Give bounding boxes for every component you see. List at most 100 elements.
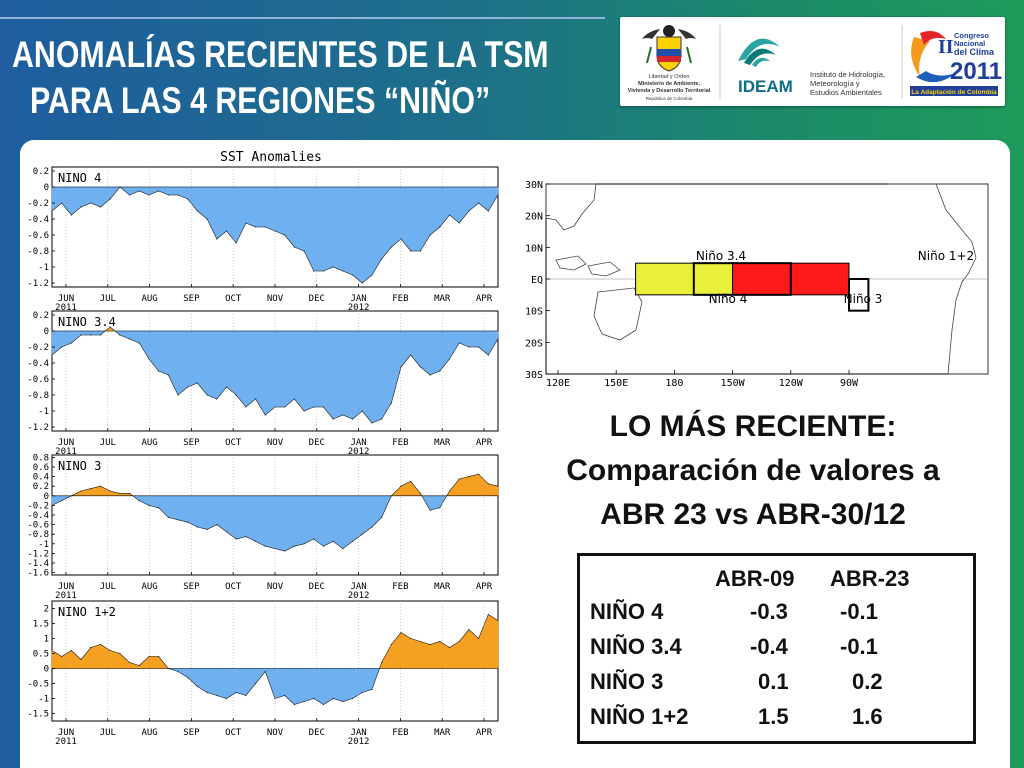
x-tick-label: DEC	[309, 438, 325, 448]
value-abr09: 0.1	[758, 669, 789, 694]
series-line	[51, 614, 499, 705]
sst-chart-1: 0.2 0 -0.2 -0.4 -0.6 -0.8 -1 -1.2 JUN JUL AUG SEP OC…	[28, 166, 499, 313]
y-tick-label: -0.8	[28, 391, 49, 401]
nino-3-label: Niño 3	[844, 292, 883, 306]
land-outline	[587, 261, 621, 277]
lat-label: 20N	[525, 212, 543, 223]
y-tick-label: -0.4	[28, 359, 49, 369]
ideam-logo-icon	[738, 38, 780, 67]
value-abr23: 0.2	[852, 669, 883, 694]
y-tick-label: 0.2	[33, 167, 49, 177]
x-tick-label: MAR	[434, 294, 451, 304]
y-tick-label: -1.5	[28, 710, 49, 720]
logos-banner: Libertad y Orden Ministerio de Ambiente,…	[620, 17, 1005, 106]
nino-3-4-label: Niño 3.4	[696, 249, 746, 263]
land-outline	[545, 183, 597, 231]
x-tick-label: MAR	[434, 438, 451, 448]
y-tick-label: 2	[44, 605, 49, 615]
year-label: 2011	[55, 447, 77, 457]
x-tick-label: APR	[476, 294, 493, 304]
x-tick-label: JUN	[58, 582, 74, 592]
ministerio-line4: República de Colombia	[646, 96, 693, 101]
x-tick-label: APR	[476, 438, 493, 448]
x-tick-label: DEC	[309, 582, 325, 592]
congreso-line3: del Clima	[954, 47, 995, 57]
x-tick-label: OCT	[225, 728, 242, 738]
x-tick-label: JUL	[100, 294, 116, 304]
y-tick-label: -0.5	[28, 680, 49, 690]
x-tick-label: APR	[476, 728, 493, 738]
recent-comparison-text: LO MÁS RECIENTE: Comparación de valores …	[518, 405, 988, 537]
y-tick-label: -1	[38, 695, 49, 705]
lat-label: 20S	[525, 338, 543, 349]
region-name: NIÑO 1+2	[590, 704, 689, 729]
x-tick-label: NOV	[267, 438, 284, 448]
chart-title: SST Anomalies	[220, 150, 322, 165]
y-tick-label: 0.6	[33, 463, 49, 473]
x-tick-label: OCT	[225, 294, 242, 304]
nino-3-4-region	[692, 262, 792, 296]
x-tick-label: JUN	[58, 438, 74, 448]
lat-label: 30N	[525, 180, 543, 191]
values-table: ABR-09 ABR-23 NIÑO 4 -0.3 -0.1 NIÑO 3.4 …	[577, 553, 976, 744]
y-tick-label: -1.6	[28, 569, 49, 579]
x-tick-label: JAN	[350, 438, 366, 448]
title-line-2: PARA LAS 4 REGIONES “NIÑO”	[29, 80, 491, 121]
coat-of-arms-icon	[642, 25, 696, 72]
congreso-logo-icon	[911, 31, 956, 83]
ministerio-line1: Libertad y Orden	[649, 74, 690, 80]
nino-4-region	[635, 262, 734, 296]
sst-anomaly-charts: SST Anomalies0.20-0.2-0.4-0.6-0.8-1-1.2J…	[28, 150, 499, 747]
recent-line-3: ABR 23 vs ABR-30/12	[600, 498, 906, 531]
y-tick-label: -1.4	[28, 559, 49, 569]
congreso-line1: Congreso	[954, 31, 989, 40]
x-tick-label: JUL	[100, 582, 116, 592]
y-tick-label: 0	[44, 492, 49, 502]
x-tick-label: AUG	[141, 582, 157, 592]
y-tick-label: -0.6	[28, 521, 49, 531]
year-label: 2012	[348, 737, 370, 747]
region-name: NIÑO 3	[590, 669, 664, 694]
x-tick-label: SEP	[183, 728, 200, 738]
year-label: 2011	[55, 591, 77, 601]
x-tick-label: APR	[476, 582, 493, 592]
nino-4-label: Niño 4	[709, 292, 748, 306]
y-tick-label: -0.6	[28, 231, 49, 241]
y-tick-label: 0.5	[33, 650, 49, 660]
lon-label: 150E	[604, 378, 628, 389]
y-tick-label: 0.4	[33, 473, 49, 483]
y-tick-label: 0.8	[33, 453, 49, 463]
y-tick-label: -0.4	[28, 215, 49, 225]
x-tick-label: OCT	[225, 582, 242, 592]
land-outline	[888, 183, 989, 375]
value-abr09: -0.4	[750, 634, 788, 659]
region-name: NIÑO 4	[590, 599, 664, 624]
y-tick-label: -0.4	[28, 511, 49, 521]
y-tick-label: -0.2	[28, 501, 49, 511]
y-tick-label: 0.2	[33, 482, 49, 492]
y-tick-label: -0.2	[28, 199, 49, 209]
y-tick-label: -0.2	[28, 343, 49, 353]
x-tick-label: DEC	[309, 294, 325, 304]
x-tick-label: FEB	[392, 728, 408, 738]
chart-region-label: NINO 3	[58, 459, 101, 473]
table-row: NIÑO 4 -0.3 -0.1	[590, 597, 960, 627]
congreso-line2: Nacional	[954, 39, 985, 48]
ministerio-line3: Vivienda y Desarrollo Territorial	[628, 88, 711, 94]
title-underline	[0, 17, 605, 19]
y-tick-label: 0	[44, 183, 49, 193]
values-table-header: ABR-09 ABR-23	[590, 564, 960, 594]
congreso-tagline-bar	[910, 86, 998, 96]
year-label: 2011	[55, 737, 77, 747]
value-abr23: -0.1	[840, 634, 878, 659]
y-tick-label: 0.2	[33, 311, 49, 321]
y-tick-label: 0	[44, 327, 49, 337]
table-row: NIÑO 3 0.1 0.2	[590, 667, 960, 697]
congreso-year: 2011	[950, 58, 1002, 85]
lon-label: 150W	[721, 378, 746, 389]
nino-regions-map: Niño 3.4 Niño 1+2 Niño 4 Niño 3 30N 20N 10N EQ 1…	[525, 180, 989, 389]
value-abr09: -0.3	[750, 599, 788, 624]
x-tick-label: JUL	[100, 438, 116, 448]
lon-label: 90W	[840, 378, 859, 389]
x-tick-label: JAN	[350, 728, 366, 738]
